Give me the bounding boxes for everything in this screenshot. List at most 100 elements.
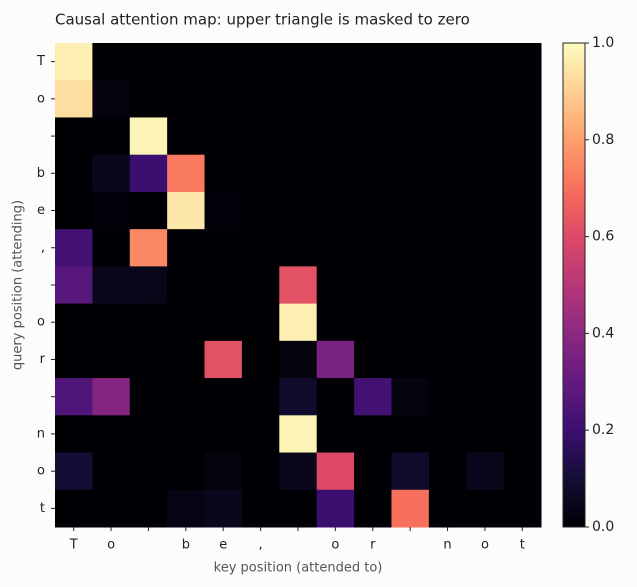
heat-cell <box>354 489 392 528</box>
heat-cell <box>92 452 131 491</box>
heat-cell <box>129 303 168 342</box>
heat-cell <box>354 415 392 454</box>
heat-cell <box>129 340 168 379</box>
heat-cell <box>279 191 318 230</box>
heat-cell <box>279 452 318 491</box>
heat-cell <box>241 154 280 193</box>
heat-cell <box>204 154 243 193</box>
heat-cell <box>503 340 542 379</box>
heat-cell <box>92 340 131 379</box>
heat-cell <box>55 43 93 81</box>
heat-cell <box>129 489 168 528</box>
y-tick-label: e <box>37 203 45 218</box>
y-tick-label: o <box>37 91 45 106</box>
heat-cell <box>92 154 131 193</box>
heat-cell <box>204 303 243 342</box>
heat-cell <box>241 266 280 305</box>
heat-cell <box>55 489 93 528</box>
heat-cell <box>466 191 505 230</box>
heat-cell <box>279 154 318 193</box>
heat-cell <box>241 191 280 230</box>
x-tick-label: o <box>331 538 339 553</box>
heat-cell <box>466 340 505 379</box>
colorbar-tick-label: 1.0 <box>592 35 614 51</box>
heat-cell <box>316 80 355 118</box>
y-tick-label: b <box>37 166 45 181</box>
heat-cell <box>92 117 131 156</box>
heat-cell <box>279 340 318 379</box>
heat-cell <box>92 266 131 305</box>
heat-cell <box>129 266 168 305</box>
heat-cell <box>167 191 206 230</box>
x-tick-label: r <box>370 538 376 553</box>
heat-cell <box>55 415 93 454</box>
heat-cell <box>279 378 318 416</box>
heat-cell <box>316 340 355 379</box>
colorbar-tick-label: 0.0 <box>592 519 614 535</box>
heat-cell <box>428 303 467 342</box>
x-tick-label: n <box>443 538 451 553</box>
heat-cell <box>204 229 243 267</box>
heat-cell <box>129 43 168 81</box>
heat-cell <box>241 452 280 491</box>
heat-cell <box>241 229 280 267</box>
heat-cell <box>316 266 355 305</box>
y-tick-label: T <box>36 54 45 69</box>
heat-cell <box>354 43 392 81</box>
heat-cell <box>391 43 430 81</box>
heat-cell <box>279 489 318 528</box>
heat-cell <box>503 43 542 81</box>
heat-cell <box>279 303 318 342</box>
heat-cell <box>391 266 430 305</box>
heat-cell <box>503 303 542 342</box>
heat-cell <box>167 80 206 118</box>
heat-cell <box>55 452 93 491</box>
x-tick-label: o <box>481 538 489 553</box>
heat-cell <box>129 229 168 267</box>
heat-cell <box>466 43 505 81</box>
heat-cell <box>503 191 542 230</box>
x-tick-label: , <box>259 538 263 553</box>
heat-cell <box>55 80 93 118</box>
heat-cell <box>466 452 505 491</box>
heat-cell <box>354 117 392 156</box>
heat-cell <box>354 452 392 491</box>
heat-cell <box>92 229 131 267</box>
x-axis-label: key position (attended to) <box>214 561 383 576</box>
heat-cell <box>55 266 93 305</box>
heat-cell <box>316 229 355 267</box>
heat-cell <box>503 154 542 193</box>
heat-cell <box>316 415 355 454</box>
heat-cell <box>129 154 168 193</box>
heat-cell <box>503 452 542 491</box>
heat-cell <box>241 489 280 528</box>
heat-cell <box>503 489 542 528</box>
colorbar-tick-label: 0.4 <box>592 325 614 341</box>
heat-cell <box>316 43 355 81</box>
heat-cell <box>428 191 467 230</box>
heat-cell <box>466 229 505 267</box>
heat-cell <box>428 266 467 305</box>
heat-cell <box>129 452 168 491</box>
heat-cell <box>55 378 93 416</box>
heat-cell <box>129 191 168 230</box>
heat-cell <box>241 340 280 379</box>
heat-cell <box>354 266 392 305</box>
heat-cell <box>129 80 168 118</box>
heat-cell <box>503 117 542 156</box>
heat-cell <box>391 489 430 528</box>
heat-cell <box>167 266 206 305</box>
heat-cell <box>354 303 392 342</box>
heat-cell <box>279 266 318 305</box>
heat-cell <box>279 229 318 267</box>
y-axis-label: query position (attending) <box>11 200 26 370</box>
heat-cell <box>428 117 467 156</box>
heat-cell <box>503 378 542 416</box>
heat-cell <box>354 191 392 230</box>
heat-cell <box>167 154 206 193</box>
heat-cell <box>279 415 318 454</box>
heat-cell <box>55 154 93 193</box>
heat-cell <box>428 415 467 454</box>
heat-cell <box>354 80 392 118</box>
heat-cell <box>167 303 206 342</box>
